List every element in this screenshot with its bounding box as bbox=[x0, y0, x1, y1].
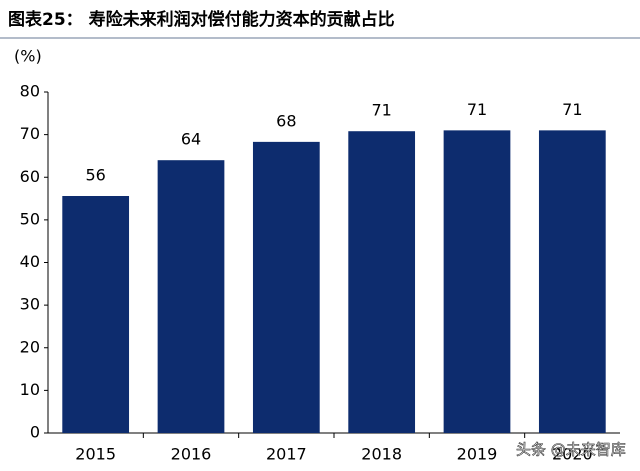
value-label: 71 bbox=[467, 100, 487, 119]
x-tick-label: 2015 bbox=[75, 445, 116, 464]
value-label: 71 bbox=[562, 100, 582, 119]
y-tick-label: 70 bbox=[20, 124, 40, 143]
y-tick-label: 0 bbox=[30, 423, 40, 442]
y-tick-label: 10 bbox=[20, 380, 40, 399]
bar bbox=[157, 160, 225, 433]
y-axis-label: (%) bbox=[14, 47, 42, 66]
x-tick-label: 2018 bbox=[361, 445, 402, 464]
value-label: 68 bbox=[276, 111, 296, 130]
value-label: 64 bbox=[181, 130, 201, 149]
y-tick-label: 40 bbox=[20, 252, 40, 271]
value-label: 56 bbox=[85, 166, 105, 185]
chart-title: 图表25： 寿险未来利润对偿付能力资本的贡献占比 bbox=[8, 9, 395, 30]
bar bbox=[538, 130, 606, 434]
y-tick-label: 20 bbox=[20, 337, 40, 356]
y-tick-label: 30 bbox=[20, 295, 40, 314]
y-tick-label: 50 bbox=[20, 209, 40, 228]
y-tick-label: 60 bbox=[20, 167, 40, 186]
bar bbox=[348, 131, 416, 433]
value-label: 71 bbox=[371, 101, 391, 120]
bar bbox=[443, 130, 511, 434]
bar bbox=[252, 141, 320, 433]
watermark: 头条 @未来智库 bbox=[516, 441, 626, 459]
x-tick-label: 2020 bbox=[552, 445, 593, 464]
x-tick-label: 2019 bbox=[457, 445, 498, 464]
x-tick-label: 2017 bbox=[266, 445, 307, 464]
y-tick-label: 80 bbox=[20, 82, 40, 101]
bar bbox=[62, 196, 130, 433]
x-tick-label: 2016 bbox=[171, 445, 212, 464]
